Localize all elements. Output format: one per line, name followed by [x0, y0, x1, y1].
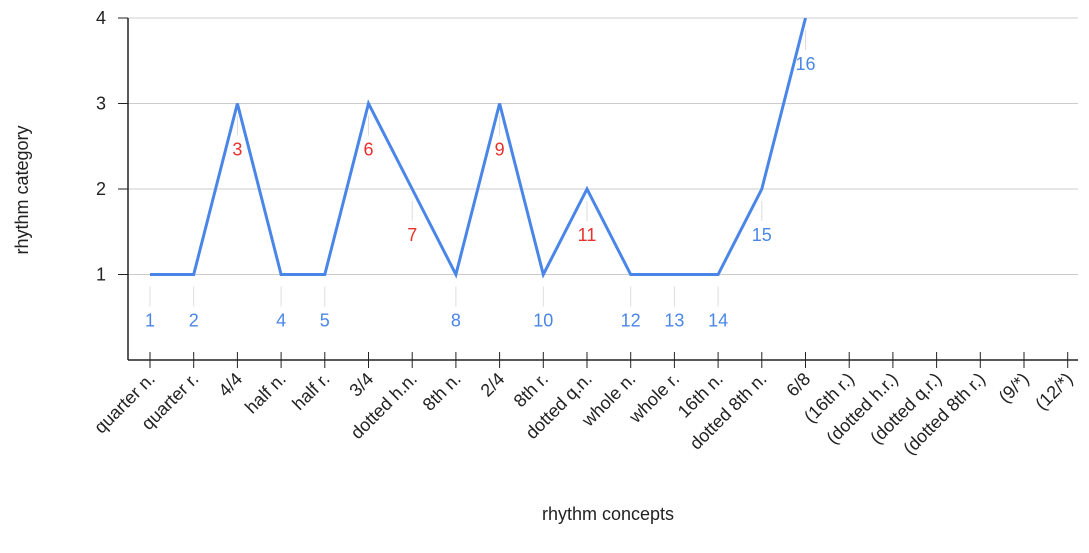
point-label: 10	[533, 311, 553, 331]
point-label: 9	[495, 140, 505, 160]
x-tick-label: 4/4	[214, 369, 246, 401]
y-tick-label: 1	[96, 265, 106, 285]
x-tick-label: half r.	[288, 369, 333, 414]
x-tick-label: (9/*)	[995, 369, 1033, 407]
x-tick-label: 3/4	[345, 369, 377, 401]
point-label: 4	[276, 311, 286, 331]
point-label: 7	[407, 225, 417, 245]
point-label: 15	[752, 225, 772, 245]
point-label: 1	[145, 311, 155, 331]
point-label: 8	[451, 311, 461, 331]
point-label: 6	[363, 140, 373, 160]
point-label: 16	[795, 54, 815, 74]
y-tick-label: 3	[96, 94, 106, 114]
y-tick-label: 2	[96, 179, 106, 199]
x-tick-label: 2/4	[477, 369, 509, 401]
point-label: 5	[320, 311, 330, 331]
x-axis-title: rhythm concepts	[542, 504, 674, 524]
point-label: 12	[621, 311, 641, 331]
x-tick-label: 8th n.	[419, 369, 465, 415]
point-label: 2	[189, 311, 199, 331]
line	[150, 18, 807, 279]
x-tick-label: (12/*)	[1031, 369, 1076, 414]
point-label: 13	[664, 311, 684, 331]
y-axis-title: rhythm category	[12, 125, 32, 254]
point-label: 3	[232, 140, 242, 160]
y-tick-label: 4	[96, 8, 106, 28]
point-label: 11	[578, 225, 597, 245]
x-tick-label: 6/8	[782, 369, 814, 401]
x-tick-label: half n.	[241, 369, 290, 418]
point-label: 14	[708, 311, 728, 331]
